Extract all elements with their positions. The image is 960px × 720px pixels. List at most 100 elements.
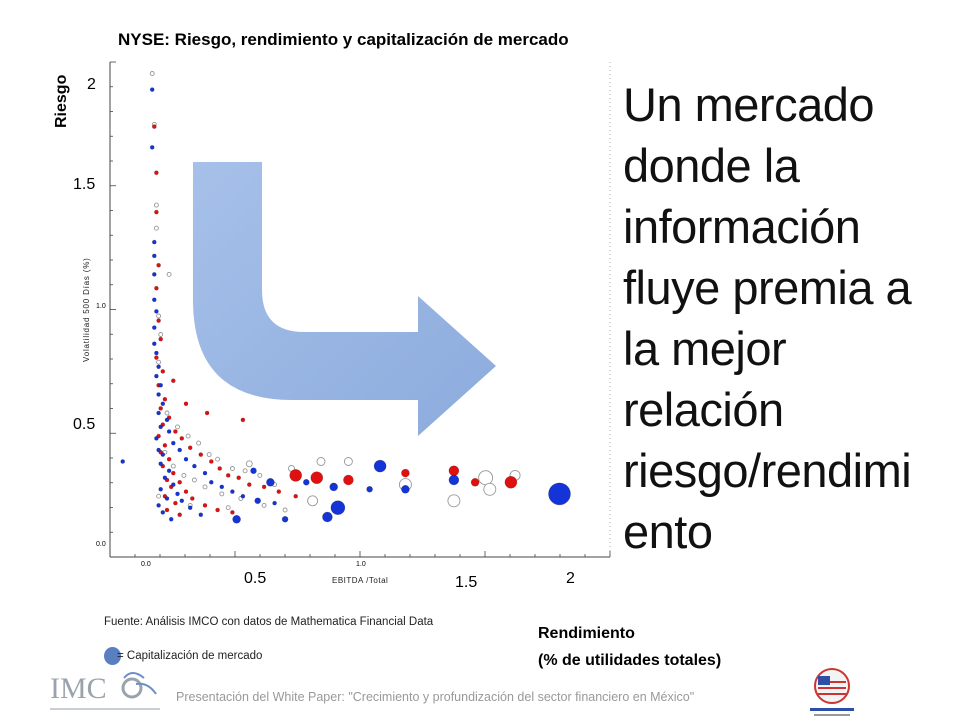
- legend-marker-icon: [104, 647, 121, 665]
- data-point-blue: [149, 145, 155, 150]
- headline-line: información: [623, 200, 861, 253]
- data-point-blue: [281, 515, 289, 523]
- chart-title: NYSE: Riesgo, rendimiento y capitalizaci…: [118, 30, 569, 49]
- data-point-red: [162, 396, 168, 402]
- data-point-blue: [154, 436, 159, 441]
- data-point-red: [173, 500, 178, 506]
- data-point-blue: [154, 350, 159, 356]
- data-point-blue: [156, 364, 161, 370]
- data-point-red: [190, 496, 195, 501]
- data-point-blue: [250, 467, 257, 475]
- data-point-white: [242, 468, 248, 474]
- data-point-white: [164, 410, 170, 416]
- data-point-blue: [152, 297, 157, 303]
- data-point-white: [156, 313, 162, 319]
- data-point-blue: [330, 500, 346, 516]
- data-point-white: [156, 493, 162, 499]
- data-point-blue: [198, 512, 204, 518]
- data-point-white: [447, 494, 461, 508]
- data-point-white: [166, 271, 172, 277]
- data-point-blue: [156, 447, 161, 453]
- data-point-red: [177, 512, 182, 518]
- data-point-blue: [187, 505, 193, 511]
- inner-y-tick-label: 1.0: [96, 303, 106, 310]
- data-point-white: [149, 71, 155, 76]
- data-point-blue: [177, 447, 182, 453]
- data-point-red: [154, 170, 159, 176]
- data-point-white: [225, 505, 231, 511]
- data-point-red: [401, 468, 410, 478]
- data-point-red: [198, 452, 204, 457]
- svg-text:IMC: IMC: [50, 672, 107, 705]
- american-chamber-logo: [810, 668, 854, 716]
- data-point-red: [179, 436, 185, 441]
- data-point-blue: [156, 410, 161, 416]
- data-point-white: [483, 482, 497, 496]
- data-point-blue: [154, 309, 159, 314]
- data-point-blue: [164, 496, 170, 501]
- data-point-blue: [183, 456, 189, 462]
- data-point-red: [343, 474, 354, 486]
- data-point-red: [171, 470, 176, 476]
- data-point-white: [215, 456, 221, 462]
- data-point-red: [154, 209, 159, 215]
- data-point-blue: [401, 484, 410, 494]
- data-point-blue: [179, 498, 185, 504]
- data-point-blue: [232, 514, 241, 524]
- data-point-blue: [448, 474, 460, 486]
- data-point-white: [202, 484, 208, 490]
- y-tick-label: 2: [87, 76, 96, 93]
- data-point-red: [158, 336, 163, 342]
- data-point-white: [158, 332, 164, 337]
- headline-text: Un mercado donde la información fluye pr…: [623, 74, 953, 562]
- data-point-blue: [152, 253, 157, 259]
- data-point-blue: [254, 497, 262, 505]
- data-point-blue: [230, 489, 235, 494]
- data-point-red: [204, 410, 210, 416]
- headline-line: Un mercado: [623, 78, 875, 131]
- data-point-blue: [175, 491, 180, 497]
- data-point-blue: [329, 482, 339, 492]
- data-point-blue: [152, 341, 157, 347]
- data-point-blue: [240, 493, 246, 499]
- data-point-blue: [154, 373, 159, 379]
- headline-line: la mejor: [623, 322, 787, 375]
- data-point-red: [154, 355, 159, 360]
- y-tick-label: 0.5: [73, 416, 96, 433]
- data-point-blue: [219, 484, 225, 490]
- data-point-red: [156, 318, 161, 323]
- inner-x-tick-label: 1.0: [356, 561, 366, 568]
- data-point-red: [171, 378, 176, 384]
- headline-line: ento: [623, 505, 713, 558]
- data-point-white: [282, 507, 288, 513]
- data-point-blue: [152, 272, 157, 277]
- data-point-red: [154, 285, 159, 291]
- data-point-white: [156, 359, 162, 365]
- data-point-white: [261, 502, 267, 508]
- data-point-blue: [156, 392, 161, 397]
- data-point-blue: [160, 510, 166, 515]
- data-point-red: [289, 469, 303, 482]
- data-point-red: [448, 465, 460, 477]
- data-point-white: [196, 440, 202, 446]
- data-point-blue: [158, 382, 163, 388]
- source-note: Fuente: Análisis IMCO con datos de Mathe…: [104, 616, 434, 628]
- legend-text: = Capitalización de mercado: [117, 650, 263, 662]
- data-point-red: [261, 484, 267, 490]
- data-point-blue: [192, 463, 197, 469]
- data-point-blue: [162, 475, 168, 481]
- data-point-blue: [302, 478, 310, 486]
- footer-text: Presentación del White Paper: "Crecimien…: [176, 690, 695, 704]
- x-axis-label: Rendimiento (% de utilidades totales): [538, 620, 721, 674]
- data-point-blue: [152, 239, 157, 245]
- x-tick-label: 0.5: [244, 570, 267, 587]
- data-point-red: [247, 482, 252, 487]
- data-point-blue: [152, 325, 157, 330]
- data-point-blue: [209, 479, 214, 485]
- x-tick-label: 2: [566, 570, 575, 587]
- data-point-blue: [120, 459, 125, 464]
- headline-line: riesgo/rendimi: [623, 444, 912, 497]
- x-axis-label-line1: Rendimiento: [538, 625, 635, 642]
- data-point-red: [162, 443, 168, 448]
- data-point-white: [229, 466, 235, 471]
